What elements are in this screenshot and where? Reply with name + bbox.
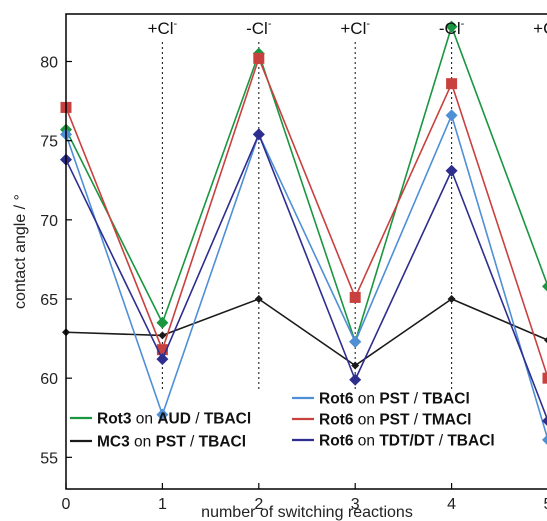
data-point-rot6-pst-tmacl (542, 372, 547, 384)
switch-label: +Cl- (533, 18, 547, 38)
legend-label: Rot6 on PST / TBACl (319, 391, 470, 408)
legend-item-rot6-pst-tmacl: Rot6 on PST / TMACl (292, 412, 471, 429)
series-line-mc3-pst (65, 298, 547, 367)
data-point-rot6-tdt-dt (156, 353, 169, 366)
series-line-rot6-pst-tmacl (65, 57, 547, 378)
legend-label: MC3 on PST / TBACl (97, 434, 246, 451)
x-tick-label: 4 (447, 496, 456, 513)
data-point-rot6-tdt-dt (542, 415, 547, 426)
data-point-rot6-pst-tmacl (349, 291, 361, 303)
data-point-rot6-pst-tmacl (156, 344, 168, 356)
switch-label: +Cl- (148, 18, 178, 38)
data-point-rot6-pst-tmacl (253, 52, 265, 64)
data-point-rot3-aud (156, 316, 169, 329)
x-tick-label: 5 (544, 496, 547, 513)
data-point-mc3-pst (351, 361, 360, 370)
plot-frame (65, 13, 547, 490)
series-line-rot6-tdt-dt (65, 133, 547, 421)
data-point-mc3-pst (158, 331, 167, 340)
data-point-rot6-pst-tbacl (349, 335, 362, 348)
data-point-rot6-tdt-dt (252, 128, 265, 141)
legend-label: Rot3 on AUD / TBACl (97, 411, 251, 428)
series-layer (60, 20, 547, 445)
x-tick-label: 1 (158, 496, 167, 513)
data-point-rot6-pst-tbacl (445, 109, 458, 122)
data-point-rot3-aud (542, 281, 547, 292)
series-line-rot6-pst-tbacl (65, 114, 547, 440)
x-axis-title: number of switching reactions (201, 504, 413, 521)
data-point-mc3-pst (447, 295, 456, 303)
axes: 012345556065707580 (40, 55, 547, 514)
data-point-rot6-tdt-dt (349, 373, 362, 386)
y-tick-label: 65 (40, 292, 58, 309)
data-point-mc3-pst (544, 337, 547, 344)
y-tick-label: 60 (40, 371, 58, 388)
switch-label: -Cl- (439, 18, 465, 38)
x-tick-label: 3 (351, 496, 360, 513)
y-axis-title: contact angle / ° (12, 194, 29, 309)
y-tick-label: 70 (40, 213, 58, 230)
series-line-rot3-aud (65, 25, 547, 343)
y-tick-label: 55 (40, 450, 58, 467)
legend-item-mc3-pst: MC3 on PST / TBACl (70, 434, 246, 451)
x-tick-label: 2 (254, 496, 263, 513)
legend-item-rot6-pst-tbacl: Rot6 on PST / TBACl (292, 391, 470, 408)
data-point-rot3-aud (445, 20, 458, 33)
data-point-rot6-pst-tbacl (156, 408, 169, 421)
data-point-rot6-pst-tbacl (542, 434, 547, 445)
switch-label: +Cl- (340, 18, 370, 38)
annotation-labels: +Cl- -Cl- +Cl- -Cl- +Cl- (148, 18, 547, 38)
legend: Rot3 on AUD / TBACl MC3 on PST / TBACl Rot… (70, 391, 495, 451)
data-point-rot6-pst-tmacl (446, 78, 458, 90)
x-tick-label: 0 (62, 496, 71, 513)
y-tick-label: 75 (40, 134, 58, 151)
legend-label: Rot6 on PST / TMACl (319, 412, 471, 429)
legend-label: Rot6 on TDT/DT / TBACl (319, 433, 495, 450)
legend-item-rot3-aud: Rot3 on AUD / TBACl (70, 411, 251, 428)
legend-item-rot6-tdt-dt: Rot6 on TDT/DT / TBACl (292, 433, 495, 450)
y-tick-label: 80 (40, 55, 58, 72)
data-point-rot6-tdt-dt (445, 164, 458, 177)
switch-label: -Cl- (246, 18, 272, 38)
data-point-mc3-pst (254, 295, 263, 303)
